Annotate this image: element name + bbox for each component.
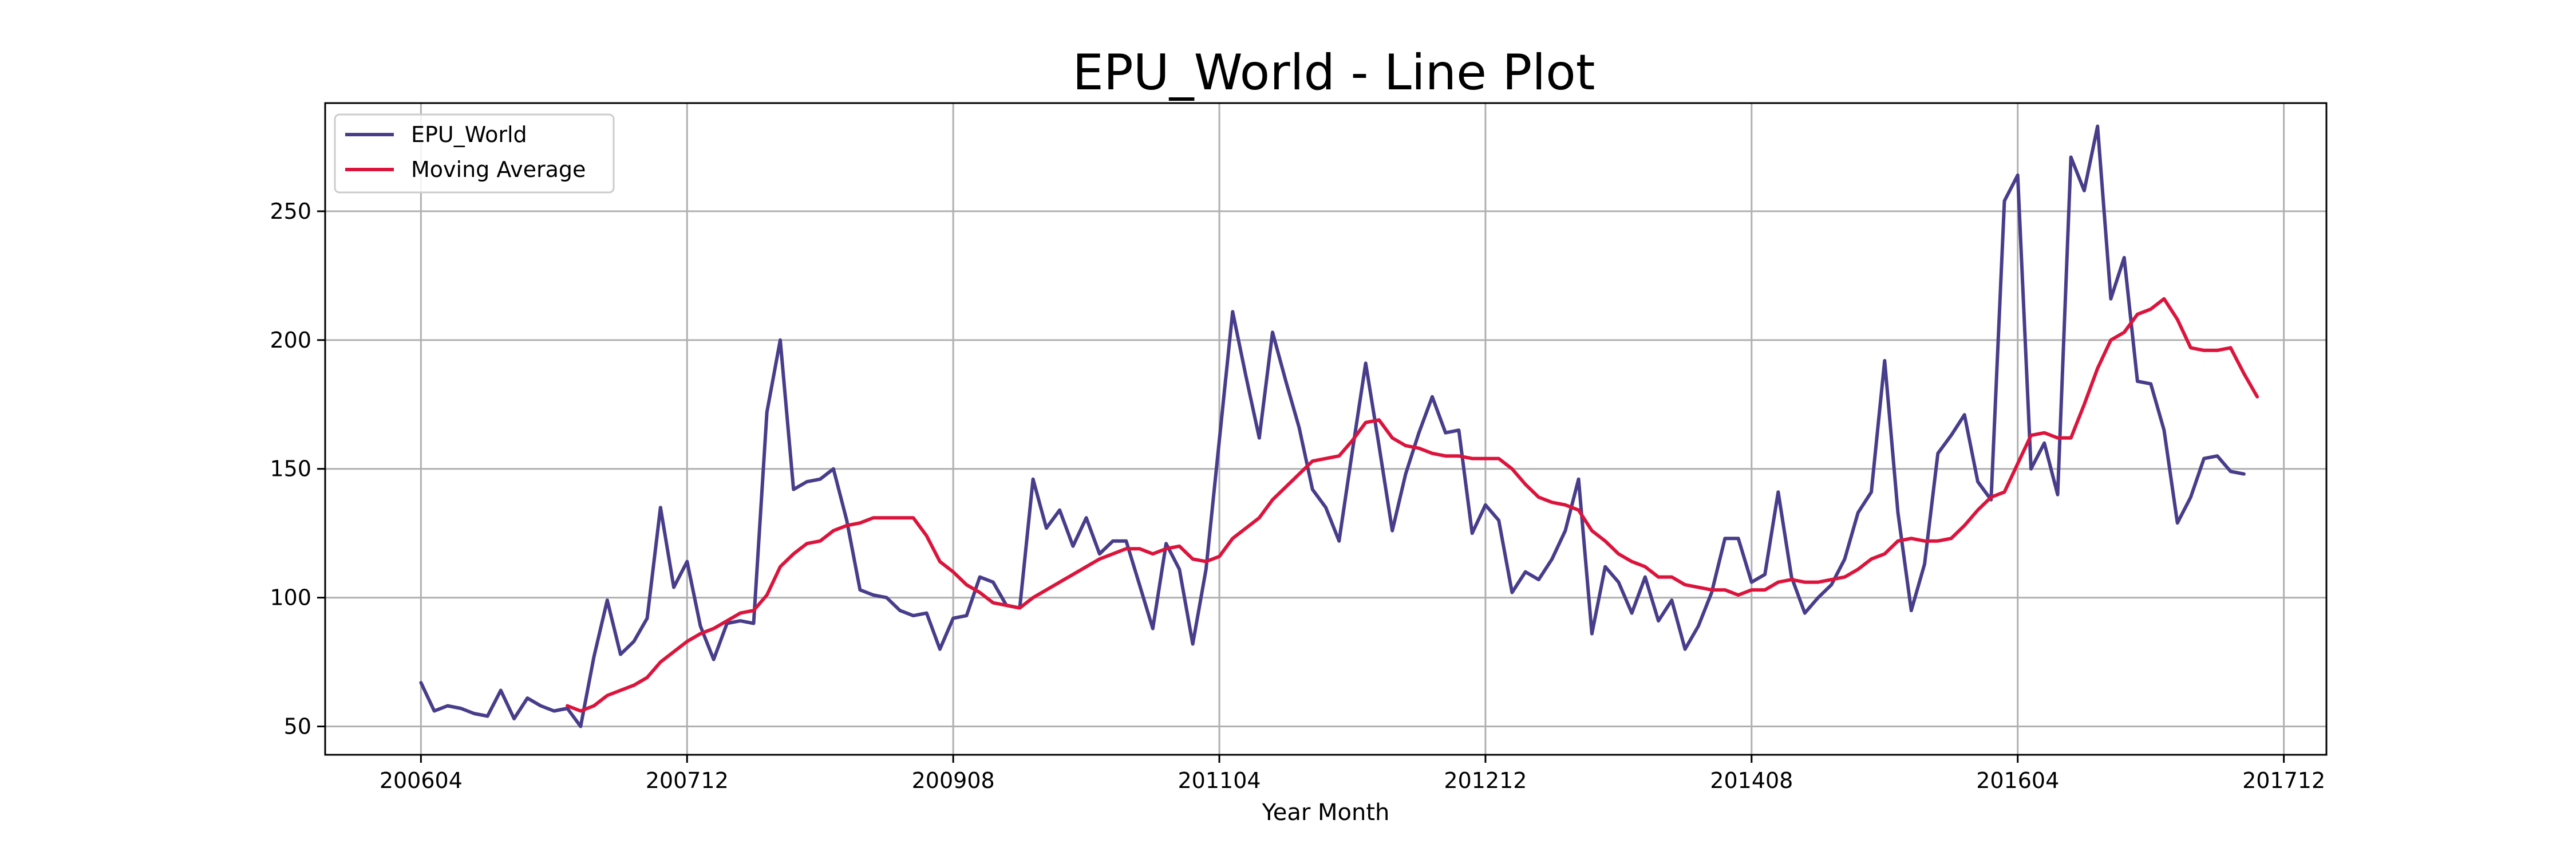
x-tick-label: 200712 [646, 768, 729, 793]
y-tick-label: 250 [270, 199, 311, 224]
y-tick-label: 150 [270, 456, 311, 482]
series-lines [419, 124, 2259, 728]
x-tick-label: 200908 [912, 768, 995, 793]
x-tick-label: 201104 [1178, 768, 1261, 793]
plot-frame [324, 102, 2328, 756]
x-tick-label: 201212 [1444, 768, 1527, 793]
legend: EPU_World Moving Average [334, 113, 615, 194]
series-moving-average [566, 297, 2259, 713]
series-epu-world [419, 124, 2246, 728]
y-tick-label: 100 [270, 585, 311, 610]
y-tick-label: 200 [270, 328, 311, 353]
y-tick-label: 50 [284, 714, 311, 739]
x-tick-label: 201712 [2242, 768, 2325, 793]
x-tick-label: 201604 [1976, 768, 2059, 793]
x-axis-label: Year Month [1262, 799, 1390, 826]
series-line-epu-world [419, 124, 2246, 728]
axis-ticks: 200604 200712 200908 201104 201212 201408 2016… [270, 199, 2325, 793]
legend-label-epu-world: EPU_World [411, 122, 527, 147]
x-tick-label: 201408 [1710, 768, 1793, 793]
series-line-moving-average [566, 297, 2259, 713]
legend-label-moving-average: Moving Average [411, 157, 586, 182]
legend-box [334, 113, 615, 194]
x-tick-label: 200604 [380, 768, 463, 793]
chart-title: EPU_World - Line Plot [1073, 44, 1595, 101]
